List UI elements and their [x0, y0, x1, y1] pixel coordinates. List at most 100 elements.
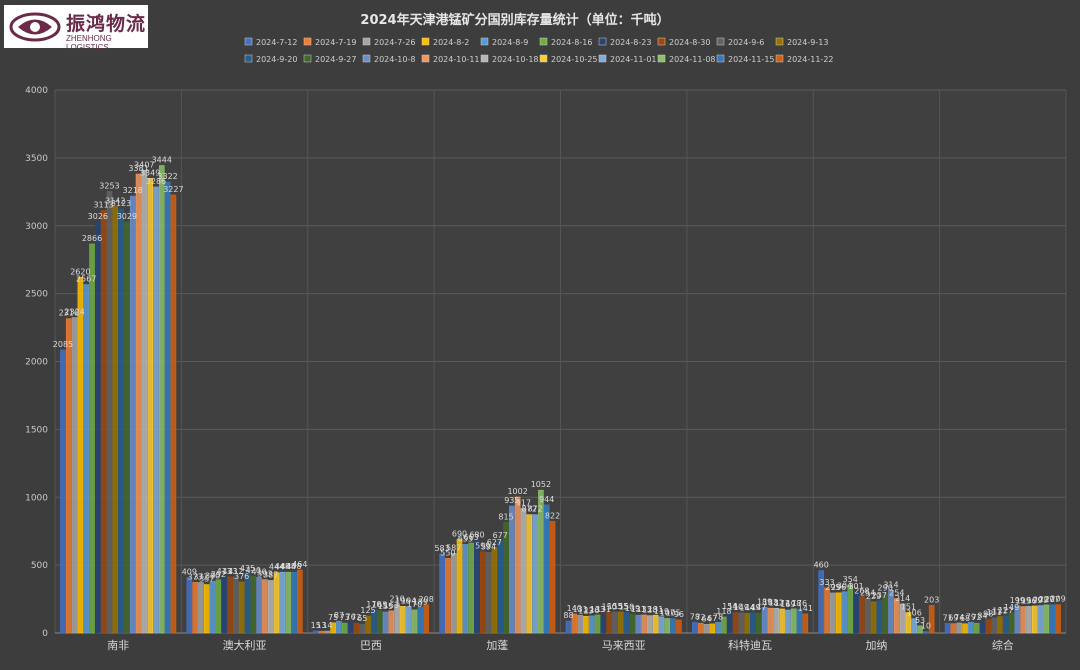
- bar: [1026, 606, 1032, 634]
- bar: [583, 616, 589, 634]
- bar: [847, 584, 854, 634]
- data-label: 183: [763, 598, 778, 607]
- x-tick-label: 巴西: [360, 639, 382, 652]
- data-label: 15: [311, 621, 321, 630]
- data-label: 3026: [88, 212, 108, 221]
- data-label: 78: [713, 612, 723, 621]
- bar: [491, 547, 498, 634]
- data-label: 150: [602, 603, 617, 612]
- bar: [520, 508, 527, 634]
- data-label: 72: [351, 613, 361, 622]
- bar: [893, 598, 900, 634]
- data-label: 872: [527, 505, 542, 514]
- data-label: 69: [948, 614, 958, 623]
- data-label: 196: [395, 596, 410, 605]
- bar: [341, 622, 348, 634]
- bar: [192, 582, 198, 634]
- bar: [371, 609, 377, 634]
- logo-mark-icon: [9, 12, 61, 42]
- data-label: 64: [701, 614, 711, 623]
- bar: [158, 165, 165, 634]
- bar: [118, 208, 124, 634]
- bar: [738, 612, 745, 634]
- legend-label: 2024-8-2: [433, 38, 469, 47]
- y-tick-label: 2500: [25, 290, 48, 300]
- bar: [203, 584, 210, 634]
- bar: [514, 496, 521, 634]
- data-label: 295: [825, 583, 840, 592]
- data-label: 690: [452, 529, 467, 538]
- data-label: 73: [340, 613, 350, 622]
- bar: [773, 607, 780, 634]
- bar: [928, 605, 935, 634]
- bar: [532, 514, 538, 634]
- legend-label: 2024-8-30: [669, 38, 710, 47]
- bar: [790, 608, 797, 634]
- data-label: 163: [384, 601, 399, 610]
- y-tick-label: 0: [42, 629, 48, 639]
- legend-label: 2024-9-6: [728, 38, 764, 47]
- bar: [291, 571, 297, 634]
- bar: [147, 178, 153, 634]
- data-label: 314: [883, 580, 898, 589]
- y-tick-label: 1000: [25, 493, 48, 503]
- data-label: 196: [1021, 596, 1036, 605]
- data-label: 79: [966, 612, 976, 621]
- data-label: 380: [205, 571, 220, 580]
- bar: [296, 569, 303, 634]
- bar: [744, 613, 750, 634]
- data-label: 3381: [128, 164, 148, 173]
- bar: [365, 615, 371, 634]
- bar: [571, 613, 578, 634]
- data-label: 76: [345, 613, 355, 622]
- bar: [388, 610, 395, 634]
- data-label: 550: [440, 548, 455, 557]
- data-label: 373: [188, 572, 203, 581]
- y-tick-label: 4000: [25, 86, 48, 96]
- data-label: 106: [907, 609, 922, 618]
- bar: [979, 621, 986, 634]
- data-label: 107: [660, 608, 675, 617]
- data-label: 208: [419, 595, 434, 604]
- bar: [479, 551, 486, 634]
- bar: [318, 630, 325, 634]
- bar: [944, 623, 951, 634]
- bar: [911, 618, 918, 634]
- bar: [538, 489, 544, 634]
- y-tick-label: 1500: [25, 425, 48, 435]
- data-label: 98: [983, 610, 993, 619]
- data-label: 72: [972, 613, 982, 622]
- bar: [417, 607, 424, 634]
- bar: [60, 349, 66, 634]
- bar: [95, 221, 101, 634]
- data-label: 155: [607, 602, 622, 611]
- bar: [456, 539, 463, 634]
- bar: [1002, 615, 1009, 634]
- bar: [330, 622, 336, 634]
- data-label: 815: [498, 512, 513, 521]
- bar: [824, 587, 830, 634]
- bar: [65, 318, 72, 634]
- bar: [670, 618, 676, 634]
- data-label: 448: [286, 562, 301, 571]
- legend-label: 2024-7-26: [374, 38, 415, 47]
- logo-name: 振鸿物流: [66, 13, 147, 35]
- legend-swatch: [362, 37, 371, 46]
- data-label: 653: [458, 534, 473, 543]
- bar: [1020, 606, 1026, 634]
- bar: [629, 613, 636, 634]
- data-label: 1052: [531, 480, 551, 489]
- bar: [577, 614, 583, 634]
- data-label: 105: [665, 609, 680, 618]
- legend-label: 2024-11-01: [610, 55, 657, 64]
- bar: [802, 613, 809, 634]
- legend-swatch: [539, 37, 548, 46]
- legend-label: 2024-9-20: [256, 55, 297, 64]
- data-label: 444: [269, 563, 284, 572]
- data-label: 3029: [117, 212, 137, 221]
- data-label: 119: [654, 607, 669, 616]
- data-label: 2866: [82, 234, 102, 243]
- data-label: 207: [1039, 595, 1054, 604]
- x-tick-label: 科特迪瓦: [728, 638, 772, 652]
- bar: [347, 622, 354, 634]
